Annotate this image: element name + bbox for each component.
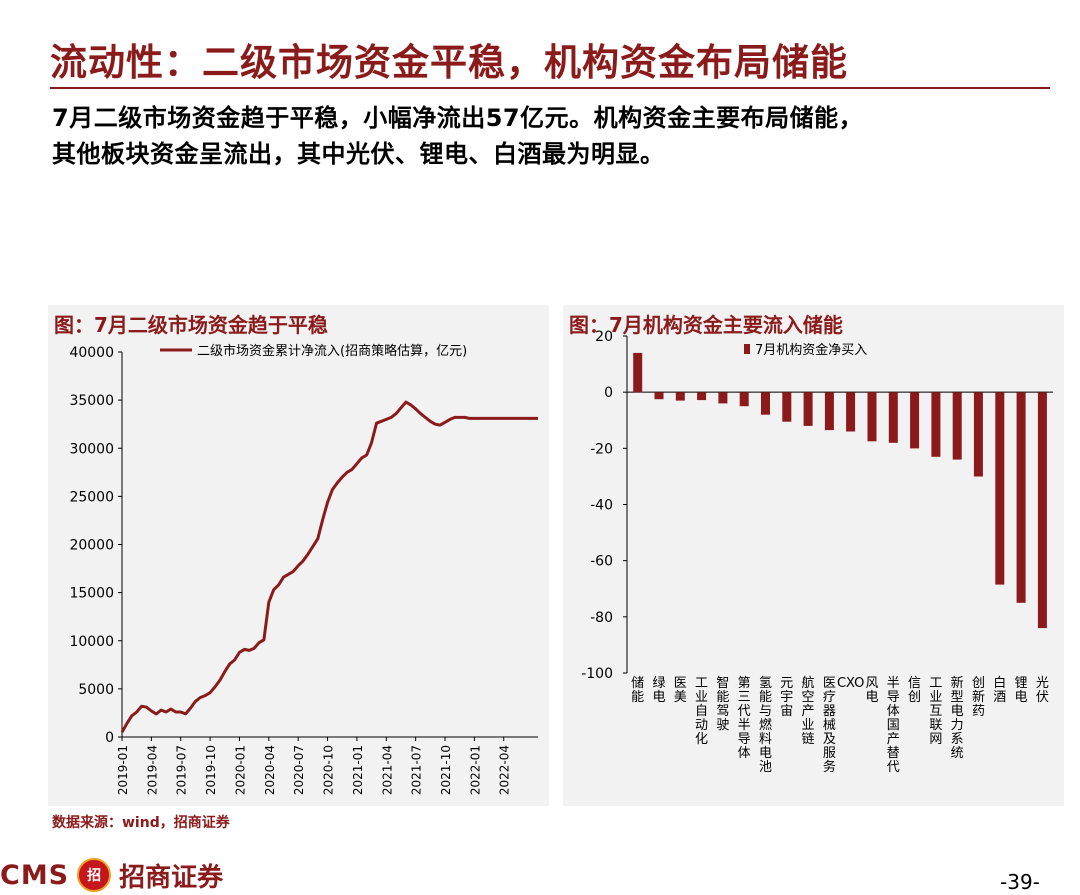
y-tick-label: -100 <box>581 666 613 682</box>
y-tick-label: 10000 <box>69 634 114 650</box>
y-tick-label: -60 <box>590 554 613 570</box>
logo-cn-text: 招商证券 <box>119 862 224 893</box>
legend-label: 二级市场资金累计净流入(招商策略估算，亿元) <box>197 343 467 359</box>
title-rule <box>50 87 1050 89</box>
bar-chart: 20 0 -20 -40 -60 -80 -100 储能绿电医美工业自动化智能驾驶第三代半导体… <box>581 329 1053 775</box>
line-chart: 0 5000 10000 15000 20000 25000 30000 35000 40000… <box>69 343 538 795</box>
x-tick-label: 2022-04 <box>498 745 512 795</box>
right-chart-panel: 20 0 -20 -40 -60 -80 -100 储能 绿电 医美 工业自动化 智能驾驶 第三代半导体… <box>563 305 1064 806</box>
x-tick-label: 锂电 <box>1015 676 1028 705</box>
bar-智能驾驶 <box>718 392 728 404</box>
brand-logo: CMS 招 招商证券 <box>0 858 224 893</box>
bar-绿电 <box>654 392 664 400</box>
y-tick-label: 40000 <box>69 345 114 361</box>
x-tick-label: 元宇宙 <box>780 676 793 719</box>
x-tick-label: 新型电力系统 <box>951 675 964 761</box>
x-tick-label: 2020-04 <box>263 745 277 795</box>
x-tick-label: 绿电 <box>652 676 665 705</box>
bar-创新药 <box>973 392 983 477</box>
bar-元宇宙 <box>782 392 792 422</box>
y-tick-label: 35000 <box>69 393 114 409</box>
bar-白酒 <box>995 392 1005 585</box>
x-tick-label: 医美 <box>674 676 687 705</box>
y-tick-label: 0 <box>105 730 114 746</box>
y-tick-label: 30000 <box>69 441 114 457</box>
series-line <box>120 400 538 733</box>
x-tick-label: 白酒 <box>993 675 1006 705</box>
data-source: 数据来源：wind，招商证券 <box>52 815 230 831</box>
x-tick-label: 储能 <box>631 676 644 705</box>
bar-工业自动化 <box>697 392 707 401</box>
y-tick-label: -80 <box>590 610 613 626</box>
logo-badge-text: 招 <box>87 868 102 884</box>
x-tick-label: 航空产业链 <box>802 675 815 747</box>
x-tick-label: 2020-01 <box>233 745 247 795</box>
x-tick-label: 智能驾驶 <box>716 676 729 733</box>
x-tick-label: 2021-04 <box>380 745 394 795</box>
x-tick-label: 2019-04 <box>145 745 159 795</box>
bar-新型电力系统 <box>952 392 962 460</box>
x-tick-label: 工业自动化 <box>695 676 708 747</box>
left-chart-title: 图：7月二级市场资金趋于平稳 <box>54 313 328 337</box>
x-tick-label: 2021-01 <box>351 745 365 795</box>
bar-氢能与燃料电池 <box>761 392 770 415</box>
x-tick-label: 2019-10 <box>204 745 218 795</box>
y-tick-label: -40 <box>590 498 613 514</box>
bar-风电 <box>867 392 877 442</box>
y-tick-label: 20000 <box>69 538 114 554</box>
y-tick-label: -20 <box>590 441 613 457</box>
y-tick-label: 15000 <box>69 586 114 602</box>
x-tick-label: 2019-01 <box>116 745 130 795</box>
x-tick-label: 第三代半导体 <box>738 676 751 761</box>
bar-光伏 <box>1037 392 1047 629</box>
x-tick-label: 风电 <box>865 676 878 705</box>
logo-badge-icon: 招 <box>77 858 112 892</box>
bar-航空产业链 <box>803 392 813 426</box>
bar-工业互联网 <box>931 392 941 457</box>
legend-swatch <box>744 344 750 354</box>
x-tick-label: 医疗器械及服务 <box>823 676 836 775</box>
y-tick-label: 5000 <box>78 682 114 698</box>
x-tick-label: 氢能与燃料电池 <box>759 676 772 775</box>
x-tick-label: 半导体国产替代 <box>887 676 900 775</box>
page-title: 流动性：二级市场资金平稳，机构资金布局储能 <box>50 41 848 84</box>
bar-医美 <box>675 392 685 401</box>
bar-信创 <box>910 392 920 449</box>
x-tick-label: CXO <box>837 676 864 691</box>
x-tick-label: 工业互联网 <box>929 676 942 747</box>
y-tick-label: 0 <box>604 385 613 401</box>
bar-储能 <box>633 352 643 393</box>
legend-label: 7月机构资金净买入 <box>755 342 867 358</box>
left-chart-panel: 0 5000 10000 15000 20000 25000 30000 35000 40000… <box>48 305 549 806</box>
x-tick-label: 2019-07 <box>175 745 189 795</box>
summary-line-1: 7月二级市场资金趋于平稳，小幅净流出57亿元。机构资金主要布局储能， <box>52 104 864 132</box>
right-chart-title: 图：7月机构资金主要流入储能 <box>569 313 843 337</box>
x-tick-label: 信创 <box>908 676 921 705</box>
bar-CXO <box>846 392 856 432</box>
x-tick-label: 2022-01 <box>468 745 482 795</box>
logo-cms-text: CMS <box>0 859 70 891</box>
x-tick-label: 2020-10 <box>322 745 336 795</box>
x-tick-label: 2020-07 <box>292 745 306 795</box>
bar-第三代半导体 <box>739 392 749 407</box>
y-tick-label: 20 <box>595 329 613 345</box>
page-number: -39- <box>1000 870 1040 894</box>
y-tick-label: 25000 <box>69 489 114 505</box>
bar-半导体国产替代 <box>888 392 898 443</box>
bar-医疗器械及服务 <box>824 392 834 431</box>
x-tick-label: 2021-07 <box>410 745 424 795</box>
x-tick-label: 创新药 <box>972 676 985 719</box>
x-tick-label: 光伏 <box>1036 676 1049 705</box>
bar-锂电 <box>1016 392 1026 603</box>
summary-line-2: 其他板块资金呈流出，其中光伏、锂电、白酒最为明显。 <box>52 140 665 168</box>
x-tick-label: 2021-10 <box>439 745 453 795</box>
summary-text: 7月二级市场资金趋于平稳，小幅净流出57亿元。机构资金主要布局储能， 其他板块资… <box>52 100 1062 172</box>
